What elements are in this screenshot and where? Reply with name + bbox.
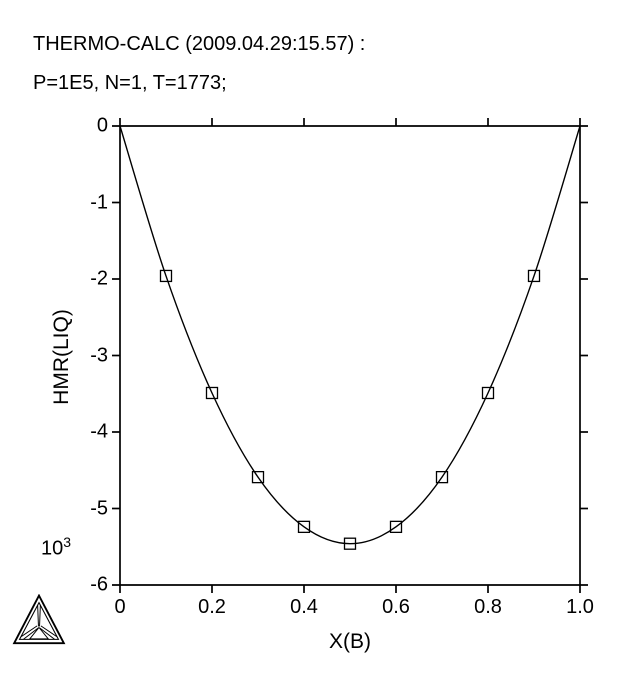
data-point-marker	[481, 386, 495, 400]
data-point-marker	[159, 269, 173, 283]
y-tick-label: -2	[90, 267, 108, 290]
data-point-marker	[251, 470, 265, 484]
plot-title: THERMO-CALC (2009.04.29:15.57) :	[33, 33, 366, 55]
y-tick-label: -4	[90, 420, 108, 443]
y-tick-label: -3	[90, 344, 108, 366]
data-point-marker	[527, 269, 541, 283]
data-point-marker	[435, 470, 449, 484]
x-tick-label: 1.0	[566, 596, 594, 618]
scale-base: 10	[41, 537, 64, 560]
x-axis-title: X(B)	[329, 630, 371, 653]
data-point-marker	[205, 386, 219, 400]
x-tick-label: 0.4	[290, 596, 318, 618]
conditions-line: P=1E5, N=1, T=1773;	[33, 72, 227, 94]
y-tick-label: -6	[90, 573, 108, 596]
x-tick-label: 0.2	[198, 596, 226, 618]
y-axis-scale-factor: 103	[41, 534, 71, 561]
x-tick-label: 0.6	[382, 596, 410, 618]
y-tick-label: 0	[96, 114, 108, 137]
scale-exponent: 3	[63, 534, 72, 550]
y-tick-label: -1	[90, 191, 108, 213]
series-curve	[119, 125, 581, 545]
x-tick-label: 0.8	[474, 596, 502, 618]
y-axis-title: HMR(LIQ)	[50, 309, 73, 405]
data-point-marker	[297, 520, 311, 534]
data-point-marker	[389, 520, 403, 534]
data-point-marker	[343, 537, 357, 550]
x-tick-label: 0	[114, 596, 126, 618]
y-tick-label: -5	[90, 497, 108, 519]
thermo-calc-logo	[12, 593, 66, 648]
tetrahedron-icon	[12, 593, 66, 645]
